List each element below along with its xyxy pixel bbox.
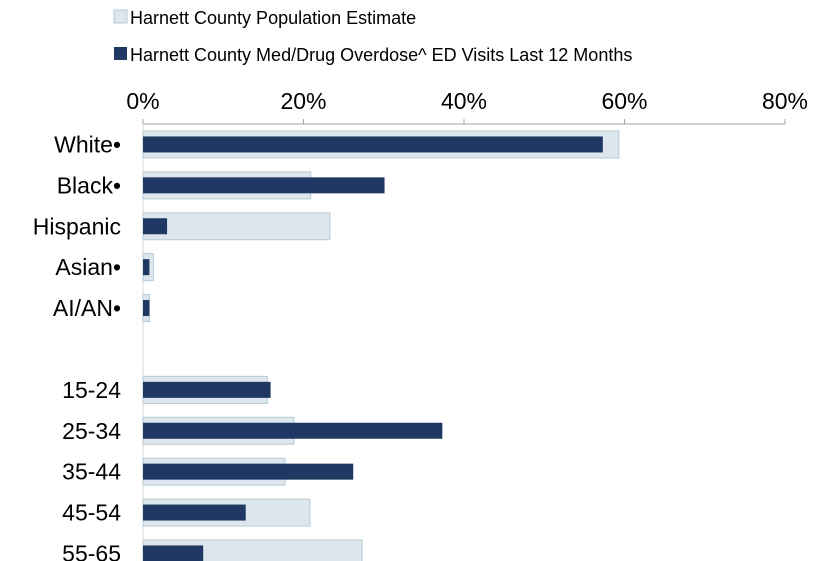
population-bar	[142, 212, 331, 241]
x-tick-label: 60%	[601, 88, 647, 114]
category-label: 45-54	[62, 500, 121, 526]
ed-visit-bar	[143, 136, 603, 153]
ed-visit-bar	[143, 381, 271, 398]
category-label: White•	[54, 131, 121, 157]
ed-visit-bar	[143, 300, 150, 317]
legend: Harnett County Population Estimate Harne…	[113, 8, 632, 65]
x-tick-label: 20%	[280, 88, 326, 114]
category-label: Black•	[57, 172, 121, 198]
x-tick-label: 0%	[126, 88, 159, 114]
legend-item-population: Harnett County Population Estimate	[113, 8, 416, 28]
ed-visit-bar	[143, 259, 150, 276]
x-tick-label: 40%	[441, 88, 487, 114]
category-axis: White• Black• Hispanic Asian• AI/AN• 15-24 25-…	[33, 124, 144, 561]
category-label: 15-24	[62, 377, 121, 403]
category-label: AI/AN•	[53, 295, 121, 321]
legend-swatch-population	[113, 9, 128, 24]
ed-visit-bar	[143, 177, 385, 194]
ed-visit-bar	[143, 545, 204, 561]
category-label: 55-65	[62, 540, 121, 561]
category-label: Hispanic	[33, 213, 121, 239]
x-axis: 0% 20% 40% 60% 80%	[126, 88, 808, 125]
x-tick-label: 80%	[762, 88, 808, 114]
category-label: 35-44	[62, 459, 121, 485]
legend-label-ed-visits: Harnett County Med/Drug Overdose^ ED Vis…	[130, 45, 632, 65]
legend-swatch-ed-visits	[114, 47, 127, 60]
ed-visit-bar	[143, 463, 354, 480]
category-label: 25-34	[62, 418, 121, 444]
ed-visit-bar	[143, 218, 168, 235]
ed-visit-bar	[143, 504, 246, 521]
ed-visit-bar	[143, 422, 443, 439]
legend-label-population: Harnett County Population Estimate	[130, 8, 416, 28]
ed-visit-bars	[143, 136, 603, 561]
population-bars	[142, 130, 620, 561]
category-label: Asian•	[55, 254, 121, 280]
legend-item-ed-visits: Harnett County Med/Drug Overdose^ ED Vis…	[114, 45, 632, 65]
